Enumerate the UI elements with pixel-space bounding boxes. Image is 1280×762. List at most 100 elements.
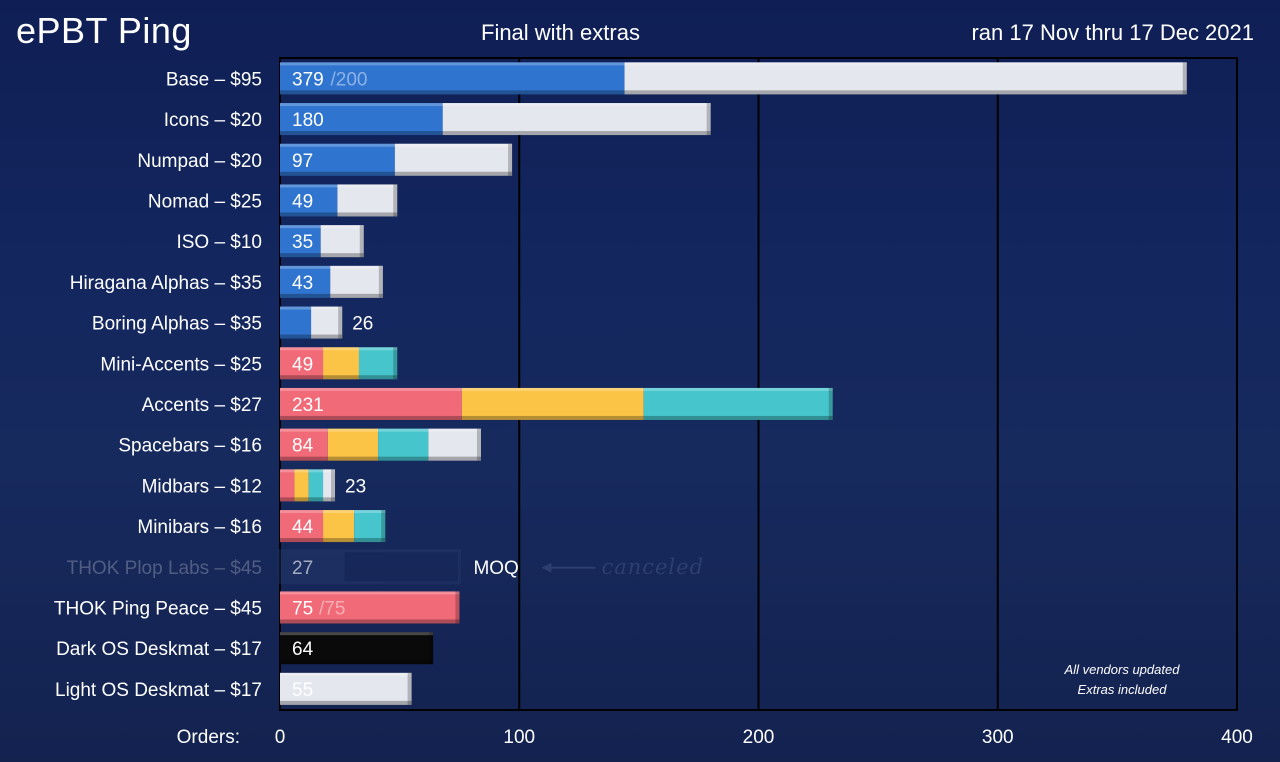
bar-segment: [280, 103, 443, 136]
bar-segment: [280, 265, 331, 298]
bar-highlight: [280, 143, 513, 147]
x-tick-label: 300: [982, 727, 1014, 748]
bar-segment: [354, 510, 386, 543]
bar: [280, 184, 398, 217]
bar-segment: [280, 62, 625, 95]
bar-shadow: [280, 660, 434, 665]
bar-shadow-right: [1182, 62, 1187, 95]
category-label: Light OS Deskmat – $17: [55, 680, 262, 701]
category-label: THOK Plop Labs – $45: [67, 558, 262, 579]
category-labels: Base – $95 Icons – $20 Numpad – $20 Nomad –…: [54, 69, 262, 701]
bar-highlight: [280, 103, 711, 107]
x-tick-label: 0: [275, 727, 286, 748]
bar-shadow: [280, 700, 412, 705]
bar-shadow-right: [508, 143, 513, 176]
category-label: Dark OS Deskmat – $17: [56, 639, 262, 660]
bar-segment: [624, 62, 1187, 95]
bar: [280, 510, 386, 543]
bar-segment: [294, 469, 309, 502]
date-range: ran 17 Nov thru 17 Dec 2021: [971, 20, 1254, 45]
bar-shadow: [280, 212, 398, 217]
bar: [280, 632, 434, 665]
value-label: 26: [352, 314, 373, 335]
bar-segment: [428, 428, 481, 461]
bar-segment: [358, 347, 398, 380]
x-tick-labels: 0 100 200 300 400: [275, 727, 1253, 748]
canceled-label: canceled: [601, 555, 704, 579]
value-label: 379: [292, 69, 324, 90]
bar-segment: [280, 469, 295, 502]
grid-lines: [518, 58, 999, 710]
bar-shadow-right: [455, 591, 460, 624]
value-suffix: /75: [319, 598, 345, 619]
note-line-1: All vendors updated: [1064, 662, 1181, 677]
bar: [280, 347, 398, 380]
bar-segment: [280, 672, 412, 705]
bars-group: 379/200 180 97 49 35 43 26 49 231 84 23 44 27 MOQ canc…: [278, 62, 1187, 705]
bar: [280, 265, 383, 298]
category-label: THOK Ping Peace – $45: [54, 598, 262, 619]
bar-shadow-right: [828, 387, 833, 420]
bar-shadow: [280, 90, 1187, 95]
bar-segment: [323, 469, 336, 502]
value-label: 35: [292, 232, 313, 253]
bar: [280, 428, 481, 461]
bar-shadow-right: [706, 103, 711, 136]
bar-highlight: [280, 632, 434, 636]
category-label: Minibars – $16: [137, 517, 262, 538]
category-label: Mini-Accents – $25: [100, 354, 262, 375]
bar-segment: [280, 428, 328, 461]
bar-segment: [461, 387, 644, 420]
moq-label: MOQ: [473, 558, 518, 579]
bar-shadow-right: [407, 672, 412, 705]
bar-shadow-right: [476, 428, 481, 461]
bar-segment: [327, 428, 379, 461]
value-label: 97: [292, 151, 313, 172]
bar-segment: [280, 143, 395, 176]
bar-shadow: [280, 131, 711, 136]
bar: [278, 549, 461, 585]
category-label: Numpad – $20: [137, 151, 262, 172]
bar-highlight: [280, 184, 398, 188]
bar-shadow: [280, 293, 383, 298]
bar-segment: [643, 387, 833, 420]
bar-shadow-right: [393, 347, 398, 380]
chart-subtitle: Final with extras: [481, 20, 640, 45]
bar-segment: [280, 550, 345, 583]
bar-highlight: [280, 306, 343, 310]
bar-segment: [330, 265, 383, 298]
bar-shadow-right: [331, 469, 336, 502]
value-label: 27: [292, 558, 313, 579]
bar-segment: [308, 469, 324, 502]
bar-segment: [280, 306, 312, 339]
value-label: 44: [292, 517, 314, 538]
category-label: Icons – $20: [164, 110, 262, 131]
chart-title: ePBT Ping: [16, 10, 192, 51]
bar-highlight: [280, 672, 412, 676]
bar-highlight: [280, 591, 460, 595]
bar-shadow: [280, 334, 343, 339]
category-label: Boring Alphas – $35: [92, 314, 262, 335]
value-label: 180: [292, 110, 324, 131]
bar-highlight: [280, 347, 398, 351]
bar: [280, 225, 364, 258]
axis-caption: Orders:: [177, 727, 240, 748]
moq-outline: [278, 549, 461, 585]
bar-highlight: [280, 469, 336, 473]
bar-shadow-right: [429, 632, 434, 665]
bar: [280, 469, 336, 502]
bar-segment: [280, 510, 324, 543]
bar-segment: [320, 225, 364, 258]
category-label: Accents – $27: [142, 395, 262, 416]
value-suffix: /200: [331, 69, 368, 90]
value-label: 84: [292, 436, 314, 457]
category-label: Base – $95: [166, 69, 262, 90]
x-tick-label: 100: [503, 727, 535, 748]
bar-shadow-right: [381, 510, 386, 543]
bar-segment: [280, 632, 434, 665]
bar-shadow: [280, 375, 398, 380]
note-line-2: Extras included: [1078, 682, 1168, 697]
bar-shadow: [280, 415, 833, 420]
bar: [280, 306, 343, 339]
bar-highlight: [280, 225, 364, 229]
